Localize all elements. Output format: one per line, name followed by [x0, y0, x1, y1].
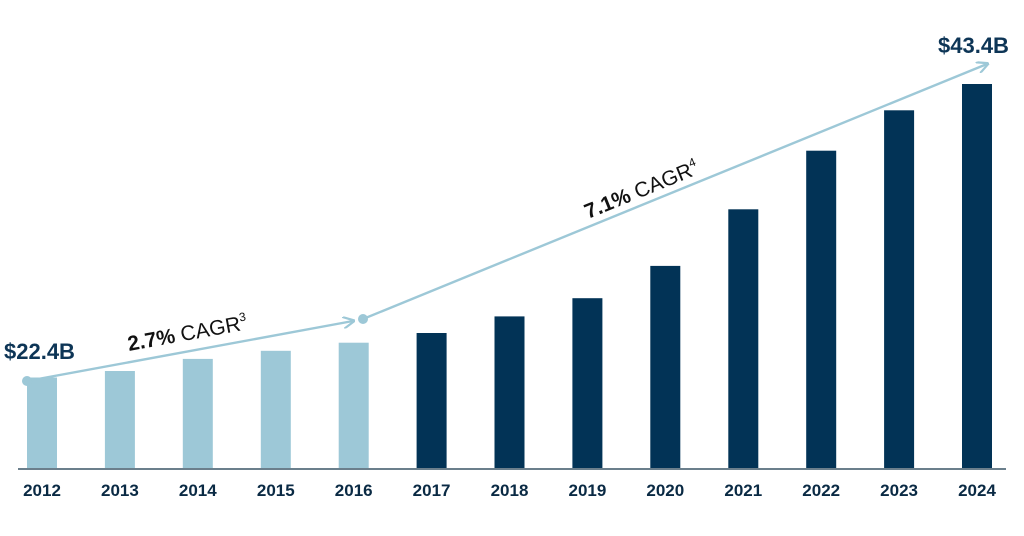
x-tick-2023: 2023: [880, 481, 918, 500]
x-tick-2019: 2019: [568, 481, 606, 500]
bar-2013: [104, 371, 135, 468]
tick-labels: 2012 2013 2014 2015 2016 2017 2018 2019 2020 2021…: [23, 481, 996, 500]
x-tick-2020: 2020: [646, 481, 684, 500]
x-tick-2021: 2021: [724, 481, 762, 500]
x-tick-2013: 2013: [101, 481, 139, 500]
bar-2021: [728, 209, 759, 469]
start-value-label: $22.4B: [4, 339, 75, 364]
x-tick-2022: 2022: [802, 481, 840, 500]
x-tick-2012: 2012: [23, 481, 61, 500]
cagr-start-dot: [22, 376, 32, 386]
bar-2017: [416, 333, 447, 468]
x-tick-2018: 2018: [491, 481, 529, 500]
x-tick-2015: 2015: [257, 481, 295, 500]
cagr-arrow-line: [362, 64, 987, 321]
x-tick-2024: 2024: [958, 481, 996, 500]
cagr-rate-1: 2.7%: [126, 325, 178, 356]
cagr-label-2: 7.1% CAGR4: [580, 155, 702, 224]
bar-2019: [572, 298, 603, 468]
bar-2020: [650, 265, 681, 468]
x-tick-2016: 2016: [335, 481, 373, 500]
cagr-arrow-line: [26, 321, 353, 383]
bars-layer: [27, 84, 992, 469]
cagr-label-1: 2.7% CAGR3: [125, 309, 249, 356]
bar-2016: [338, 342, 369, 468]
x-tick-2014: 2014: [179, 481, 217, 500]
cagr-note-2: 4: [686, 155, 698, 171]
cagr-arrow-2012-2016: [22, 321, 353, 386]
bar-2023: [884, 110, 915, 469]
bar-2024: [962, 84, 992, 468]
bar-2015: [260, 350, 291, 468]
x-tick-2017: 2017: [413, 481, 451, 500]
bar-2012: [27, 377, 57, 468]
bar-2018: [494, 316, 525, 468]
cagr-arrow-2016-2024: [358, 64, 987, 324]
end-value-label: $43.4B: [938, 33, 1009, 58]
bar-2014: [182, 358, 213, 468]
cagr-mid-dot: [358, 314, 368, 324]
bar-2022: [806, 150, 837, 468]
cagr-note-1: 3: [238, 309, 247, 324]
